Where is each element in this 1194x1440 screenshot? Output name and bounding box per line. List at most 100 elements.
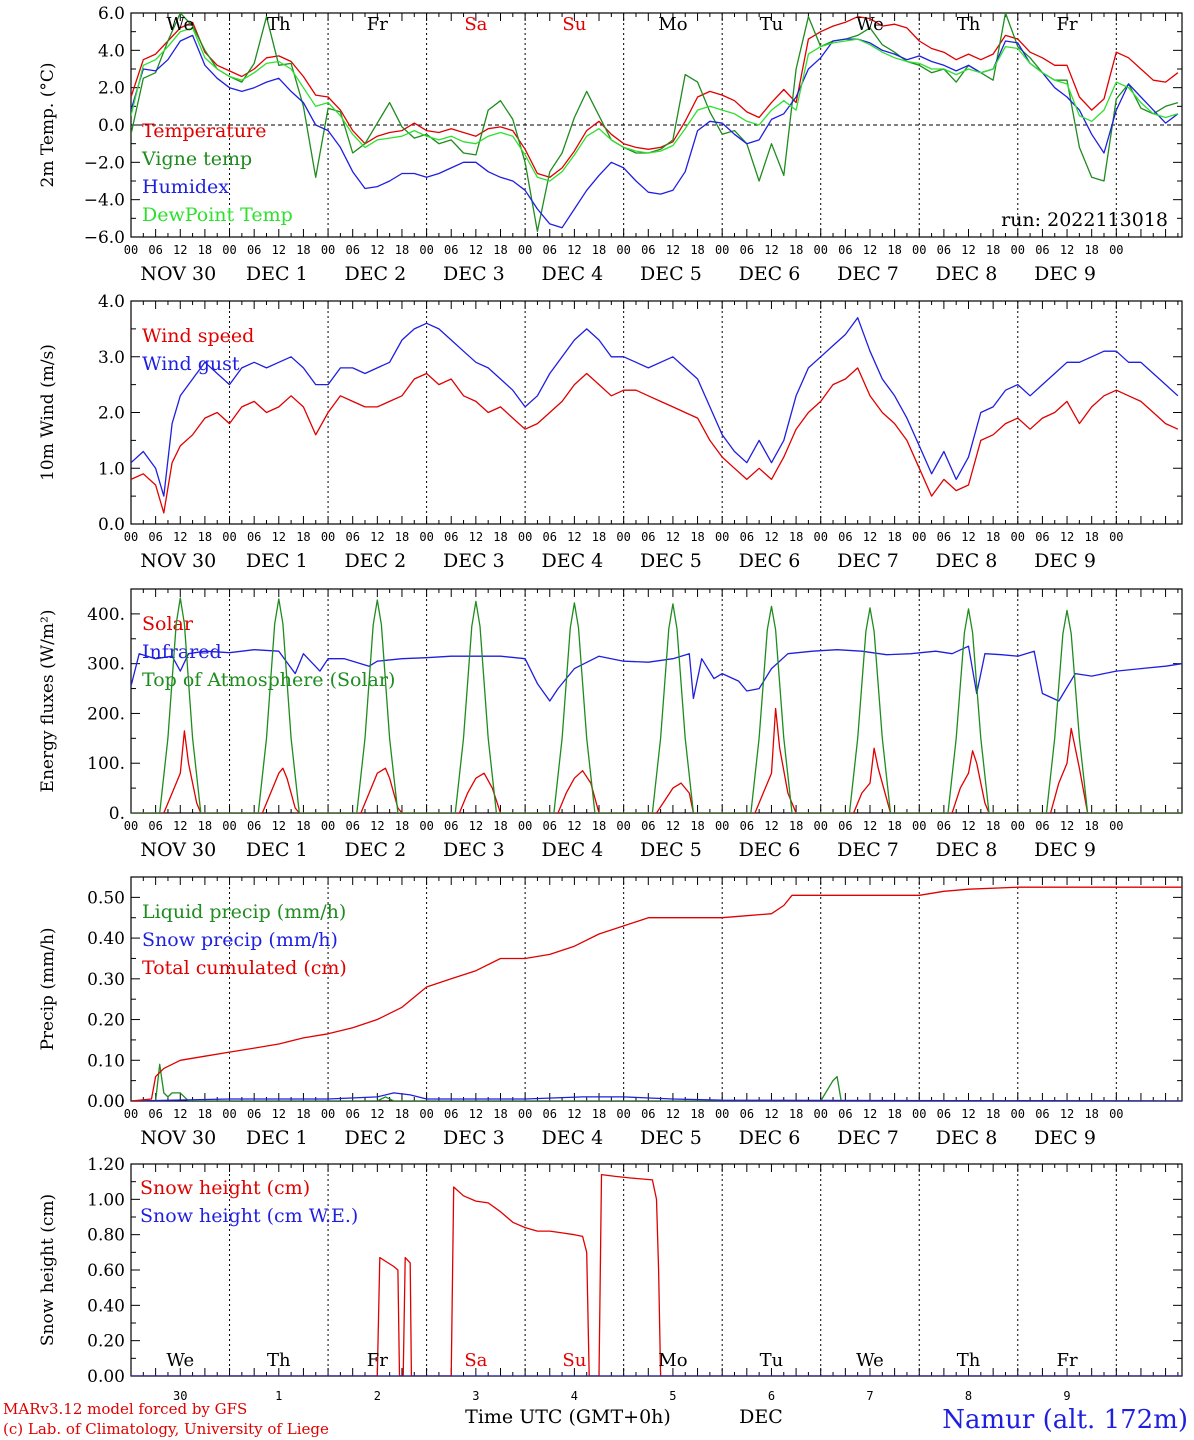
panel-precip: 0.50 0.40 0.30 0.20 0.10 0.00 Precip (mm/h) Liq…	[38, 876, 1183, 1149]
hour-tick-label: 18	[1084, 819, 1098, 833]
hour-tick-label: 12	[370, 243, 384, 257]
hour-tick-label: 06	[1035, 243, 1049, 257]
hour-tick-label: 06	[1035, 530, 1049, 544]
y-tick-label: 0.40	[87, 929, 125, 949]
day-number-label: 4	[571, 1389, 578, 1403]
y-tick-label: 300.	[87, 655, 125, 675]
hour-tick-label: 06	[937, 530, 951, 544]
hour-tick-label: 00	[222, 530, 236, 544]
legend-entry: Humidex	[142, 176, 229, 198]
y-axis-label: 10m Wind (m/s)	[38, 344, 58, 481]
hour-tick-label: 00	[222, 243, 236, 257]
hour-tick-label: 12	[272, 1107, 286, 1121]
y-tick-label: 2.0	[98, 79, 125, 99]
hour-tick-label: 06	[641, 243, 655, 257]
hour-tick-label: 18	[493, 819, 507, 833]
hour-tick-label: 00	[912, 243, 926, 257]
hour-tick-label: 06	[444, 819, 458, 833]
legend-entry: Snow precip (mm/h)	[142, 929, 338, 951]
run-label: run: 2022113018	[1001, 209, 1168, 231]
hour-tick-label: 06	[543, 530, 557, 544]
weekday-label: Mo	[658, 1350, 687, 1371]
legend-entry: Infrared	[142, 641, 222, 663]
hour-tick-label: 12	[666, 819, 680, 833]
y-tick-label: 0.00	[87, 1367, 125, 1387]
y-tick-label: 0.80	[87, 1226, 125, 1246]
date-label: DEC 3	[443, 263, 505, 285]
y-tick-label: 0.60	[87, 1261, 125, 1281]
hour-tick-label: 12	[1060, 819, 1074, 833]
hour-tick-label: 12	[469, 243, 483, 257]
hour-tick-label: 06	[247, 819, 261, 833]
hour-tick-label: 00	[715, 1107, 729, 1121]
hour-tick-label: 00	[912, 1107, 926, 1121]
hour-tick-label: 12	[764, 243, 778, 257]
hour-tick-label: 06	[148, 530, 162, 544]
y-tick-label: 0.0	[98, 515, 125, 535]
y-tick-label: 3.0	[98, 348, 125, 368]
hour-tick-label: 18	[1084, 1107, 1098, 1121]
hour-tick-label: 18	[1084, 243, 1098, 257]
y-tick-label: 0.	[109, 804, 125, 824]
y-tick-label: 200.	[87, 704, 125, 724]
legend-entry: Total cumulated (cm)	[142, 957, 347, 979]
hour-tick-label: 06	[444, 1107, 458, 1121]
series-line-energy-1	[131, 645, 1182, 702]
legend-entry: Top of Atmosphere (Solar)	[142, 669, 395, 691]
date-label: NOV 30	[140, 1127, 216, 1149]
hour-tick-label: 12	[370, 530, 384, 544]
series-line-precip-1	[131, 1092, 1182, 1101]
legend-entry: Temperature	[142, 120, 266, 142]
hour-tick-label: 12	[863, 243, 877, 257]
series-line-temp-3	[131, 27, 1179, 182]
hour-tick-label: 00	[124, 819, 138, 833]
weekday-label: Fr	[1057, 1350, 1078, 1371]
panel-wind: 4.0 3.0 2.0 1.0 0.0 10m Wind (m/s) Wind speed W…	[38, 292, 1183, 572]
hour-tick-label: 00	[1011, 530, 1025, 544]
hour-tick-label: 00	[813, 530, 827, 544]
hour-tick-label: 00	[518, 243, 532, 257]
hour-tick-label: 06	[838, 819, 852, 833]
hour-tick-label: 12	[764, 819, 778, 833]
date-label: DEC 1	[246, 263, 308, 285]
y-tick-label: 0.00	[87, 1092, 125, 1112]
series-line-energy-0	[131, 707, 1182, 813]
date-label: DEC 5	[640, 263, 702, 285]
date-label: DEC 8	[936, 839, 998, 861]
hour-tick-label: 00	[124, 530, 138, 544]
legend-entry: Solar	[142, 613, 194, 635]
hour-tick-label: 12	[666, 530, 680, 544]
hour-tick-label: 00	[1109, 1107, 1123, 1121]
y-tick-label: 100.	[87, 754, 125, 774]
hour-tick-label: 12	[567, 819, 581, 833]
hour-tick-label: 06	[641, 819, 655, 833]
hour-tick-label: 00	[222, 819, 236, 833]
hour-tick-label: 18	[198, 819, 212, 833]
weekday-label: Tu	[760, 14, 784, 35]
hour-tick-label: 06	[740, 530, 754, 544]
hour-tick-label: 18	[592, 1107, 606, 1121]
hour-tick-label: 12	[370, 1107, 384, 1121]
day-number-label: 8	[965, 1389, 972, 1403]
y-tick-label: −6.0	[84, 228, 125, 248]
y-tick-label: 6.0	[98, 4, 125, 24]
hour-tick-label: 00	[1109, 530, 1123, 544]
hour-tick-label: 18	[198, 530, 212, 544]
panel-snow: 1.20 1.00 0.80 0.60 0.40 0.20 0.00 Snow height …	[38, 1155, 1183, 1387]
hour-tick-label: 12	[272, 819, 286, 833]
weekday-label: Fr	[367, 1350, 388, 1371]
hour-tick-label: 18	[395, 243, 409, 257]
hour-tick-label: 06	[345, 530, 359, 544]
date-label: DEC 8	[936, 550, 998, 572]
panel-frame	[130, 300, 1183, 525]
hour-tick-label: 06	[838, 243, 852, 257]
date-label: DEC 3	[443, 550, 505, 572]
series-line-temp-0	[131, 16, 1179, 178]
hour-tick-label: 12	[961, 819, 975, 833]
day-number-label: 9	[1063, 1389, 1070, 1403]
hour-tick-label: 00	[616, 243, 630, 257]
hour-tick-label: 12	[764, 530, 778, 544]
weekday-label: Th	[957, 14, 981, 35]
y-tick-label: 0.10	[87, 1051, 125, 1071]
hour-tick-label: 12	[863, 530, 877, 544]
